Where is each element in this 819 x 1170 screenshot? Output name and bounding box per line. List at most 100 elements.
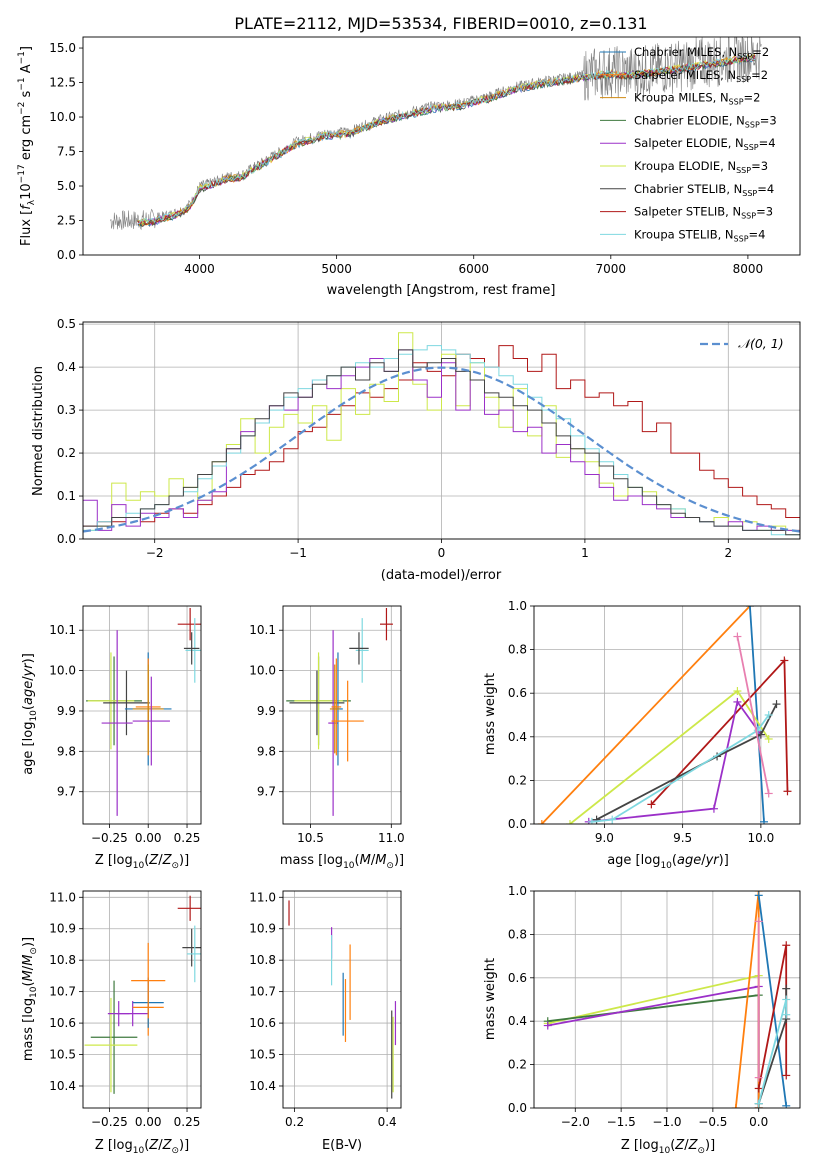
age-vs-mass-ytick-label-3: 10.0 bbox=[249, 664, 276, 678]
age-vs-mass-ytick-label-2: 9.9 bbox=[257, 704, 276, 718]
mass-ebv-xlabel: E(B-V) bbox=[322, 1138, 362, 1153]
weight-vs-Z-xtick-label-0: −2.0 bbox=[561, 1115, 590, 1129]
weight-z-plot: −2.0 −1.5 −1.0 −0.5 0.0 0.0 0.2 0.4 0.6 0.8 1.0 bbox=[508, 884, 801, 1129]
spectrum-legend-label-1: Salpeter MILES, NSSP=2 bbox=[634, 68, 768, 84]
spectrum-marks bbox=[110, 37, 762, 231]
age-z-plot: −0.25 0.00 0.25 9.7 9.8 9.9 10.0 10.1 bbox=[49, 605, 202, 845]
normal-curve-line bbox=[83, 366, 800, 533]
weight-vs-age-series-line-0 bbox=[541, 606, 751, 824]
mass-ebv-panel: 0.2 0.4 10.4 10.5 10.6 10.7 10.8 10.9 11.0 E(B-V… bbox=[249, 890, 402, 1153]
residuals-plot: −2 −1 0 1 2 0.0 0.1 0.2 0.3 0.4 0.5 𝒩(0, 1) bbox=[57, 317, 801, 560]
spectrum-frame bbox=[82, 36, 801, 256]
mass-z-panel: −0.25 0.00 0.25 10.4 10.5 10.6 10.7 10.8 10.9 11.… bbox=[21, 890, 202, 1156]
spectrum-panel: 4000 5000 6000 7000 8000 0.0 2.5 5.0 7.5 10.0 12.5… bbox=[17, 36, 801, 298]
spectrum-legend-label-0: Chabrier MILES, NSSP=2 bbox=[634, 45, 769, 61]
weight-vs-age-ytick-label-0: 0.0 bbox=[508, 817, 527, 831]
spectrum-legend: Chabrier MILES, NSSP=2 Salpeter MILES, NS… bbox=[600, 45, 777, 243]
age-vs-Z-xtick-label-2: 0.25 bbox=[174, 831, 201, 845]
weight-vs-age-series-line-4 bbox=[588, 699, 762, 823]
weight-vs-age-xtick-label-0: 9.0 bbox=[595, 831, 614, 845]
spectrum-xtick-label-0: 4000 bbox=[184, 262, 215, 276]
mass-vs-Z-ytick-label-6: 11.0 bbox=[49, 890, 76, 904]
weight-vs-Z-ytick-label-3: 0.6 bbox=[508, 971, 527, 985]
residuals-ytick-label-4: 0.4 bbox=[57, 360, 76, 374]
spectrum-model-line-7 bbox=[137, 54, 756, 226]
mass-vs-EBV-ytick-label-0: 10.4 bbox=[249, 1079, 276, 1093]
mass-vs-Z-frame bbox=[82, 890, 202, 1109]
weight-vs-Z-xtick-label-2: −1.0 bbox=[652, 1115, 681, 1129]
mass-vs-Z-xtick-label-1: 0.00 bbox=[135, 1115, 162, 1129]
weight-vs-Z-series-line-1 bbox=[547, 994, 760, 1108]
age-vs-mass-ytick-label-0: 9.7 bbox=[257, 785, 276, 799]
mass-vs-EBV-frame bbox=[282, 890, 402, 1109]
mass-vs-Z-ytick-label-0: 10.4 bbox=[49, 1079, 76, 1093]
residuals-ylabel: Normed distribution bbox=[31, 366, 46, 496]
age-vs-mass-xtick-label-0: 10.5 bbox=[297, 831, 324, 845]
spectrum-ytick-label-4: 10.0 bbox=[49, 110, 76, 124]
residuals-xtick-label-3: 1 bbox=[581, 546, 589, 560]
weight-vs-Z-ytick-label-1: 0.2 bbox=[508, 1058, 527, 1072]
age-vs-Z-marks bbox=[86, 608, 201, 816]
weight-z-xlabel: Z [log10(Z/Z⊙)] bbox=[621, 1138, 715, 1156]
spectrum-xtick-label-1: 5000 bbox=[321, 262, 352, 276]
weight-vs-Z-ytick-label-2: 0.4 bbox=[508, 1014, 527, 1028]
spectrum-legend-label-2: Kroupa MILES, NSSP=2 bbox=[634, 91, 760, 107]
weight-vs-Z-frame bbox=[533, 890, 801, 1109]
spectrum-ytick-label-1: 2.5 bbox=[57, 214, 76, 228]
age-vs-mass-ytick-label-1: 9.8 bbox=[257, 744, 276, 758]
age-vs-Z-ytick-label-4: 10.1 bbox=[49, 623, 76, 637]
mass-vs-Z-ytick-label-4: 10.8 bbox=[49, 953, 76, 967]
weight-vs-Z-ytick-label-4: 0.8 bbox=[508, 927, 527, 941]
spectrum-ytick-label-5: 12.5 bbox=[49, 76, 76, 90]
weight-vs-age-xtick-label-2: 10.0 bbox=[748, 831, 775, 845]
residuals-xtick-label-0: −2 bbox=[146, 546, 164, 560]
weight-age-ylabel: mass weight bbox=[483, 673, 498, 755]
mass-z-plot: −0.25 0.00 0.25 10.4 10.5 10.6 10.7 10.8 10.9 11.… bbox=[49, 890, 202, 1129]
residuals-xtick-label-4: 2 bbox=[724, 546, 732, 560]
spectrum-model-line-8 bbox=[137, 54, 755, 225]
weight-z-panel: −2.0 −1.5 −1.0 −0.5 0.0 0.0 0.2 0.4 0.6 0.8 1.0 Z … bbox=[483, 884, 801, 1156]
spectrum-xtick-label-2: 6000 bbox=[458, 262, 489, 276]
mass-vs-Z-xtick-label-0: −0.25 bbox=[91, 1115, 128, 1129]
mass-vs-Z-xtick-label-2: 0.25 bbox=[174, 1115, 201, 1129]
age-vs-mass-ytick-label-4: 10.1 bbox=[249, 623, 276, 637]
spectrum-legend-label-8: Kroupa STELIB, NSSP=4 bbox=[634, 227, 765, 243]
figure-title: PLATE=2112, MJD=53534, FIBERID=0010, z=0… bbox=[234, 14, 647, 33]
mass-z-ylabel: mass [log10(M/M⊙)] bbox=[21, 937, 39, 1061]
mass-vs-EBV-ytick-label-4: 10.8 bbox=[249, 953, 276, 967]
weight-vs-age-series-line-1 bbox=[749, 606, 765, 822]
mass-vs-Z-ytick-label-3: 10.7 bbox=[49, 985, 76, 999]
residuals-xtick-label-2: 0 bbox=[438, 546, 446, 560]
mass-vs-EBV-marks bbox=[288, 900, 397, 1099]
spectrum-ylabel: Flux [fλ10−17 erg cm−2 s−1 A−1] bbox=[17, 46, 37, 246]
weight-vs-Z-xtick-label-4: 0.0 bbox=[749, 1115, 768, 1129]
residuals-xtick-label-1: −1 bbox=[289, 546, 307, 560]
mass-vs-EBV-ytick-label-5: 10.9 bbox=[249, 922, 276, 936]
age-vs-mass-marks bbox=[286, 608, 393, 816]
spectrum-legend-label-5: Kroupa ELODIE, NSSP=3 bbox=[634, 159, 768, 175]
weight-vs-Z-ytick-label-0: 0.0 bbox=[508, 1101, 527, 1115]
mass-ebv-plot: 0.2 0.4 10.4 10.5 10.6 10.7 10.8 10.9 11.0 bbox=[249, 890, 402, 1129]
spectrum-legend-label-7: Salpeter STELIB, NSSP=3 bbox=[634, 205, 773, 221]
mass-vs-EBV-xtick-label-1: 0.4 bbox=[378, 1115, 397, 1129]
weight-vs-Z-series-line-2 bbox=[547, 985, 760, 1108]
weight-vs-age-series-line-6 bbox=[591, 714, 770, 823]
residuals-ytick-label-2: 0.2 bbox=[57, 446, 76, 460]
age-vs-mass-xtick-label-1: 11.0 bbox=[378, 831, 405, 845]
age-vs-Z-ytick-label-3: 10.0 bbox=[49, 664, 76, 678]
spectrum-plot: 4000 5000 6000 7000 8000 0.0 2.5 5.0 7.5 10.0 12.5… bbox=[49, 36, 801, 276]
residuals-panel: −2 −1 0 1 2 0.0 0.1 0.2 0.3 0.4 0.5 𝒩(0, 1) (data-m… bbox=[31, 317, 801, 583]
spectrum-legend-label-3: Chabrier ELODIE, NSSP=3 bbox=[634, 113, 777, 129]
mass-vs-EBV-ytick-label-3: 10.7 bbox=[249, 985, 276, 999]
spectrum-xlabel: wavelength [Angstrom, rest frame] bbox=[327, 283, 556, 298]
age-mass-xlabel: mass [log10(M/M⊙)] bbox=[280, 853, 404, 871]
normal-curve-legend-label: 𝒩(0, 1) bbox=[738, 336, 784, 351]
age-z-panel: −0.25 0.00 0.25 9.7 9.8 9.9 10.0 10.1 Z [log10(… bbox=[21, 605, 202, 871]
weight-vs-Z-xtick-label-3: −0.5 bbox=[698, 1115, 727, 1129]
age-vs-Z-frame bbox=[82, 605, 202, 825]
spectrum-ytick-label-3: 7.5 bbox=[57, 145, 76, 159]
weight-vs-age-frame bbox=[533, 605, 801, 825]
residuals-ytick-label-3: 0.3 bbox=[57, 403, 76, 417]
mass-vs-EBV-xtick-label-0: 0.2 bbox=[285, 1115, 304, 1129]
mass-vs-Z-ytick-label-5: 10.9 bbox=[49, 922, 76, 936]
